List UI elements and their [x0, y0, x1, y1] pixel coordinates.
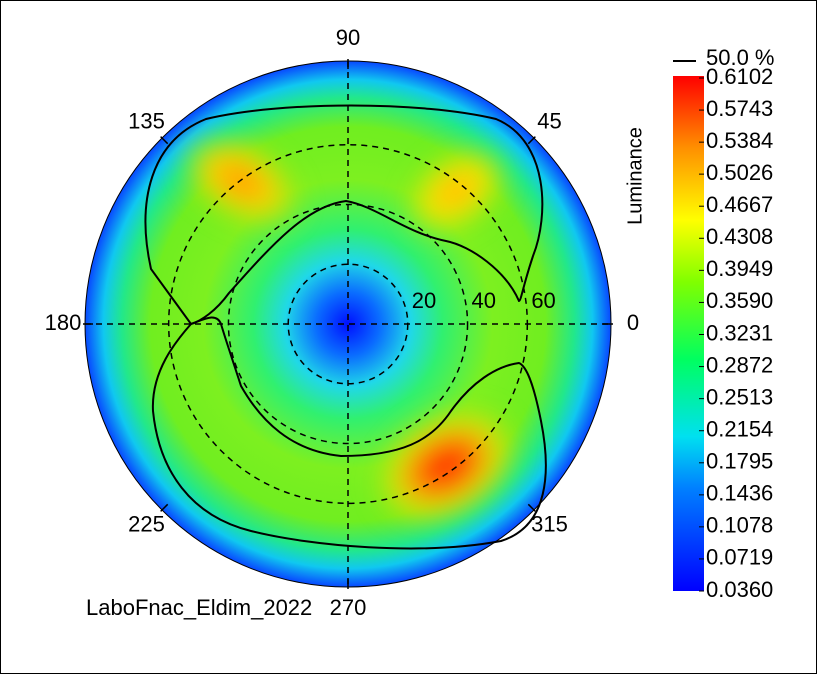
colorbar-tick-label: 0.0360 — [706, 577, 773, 602]
angle-tick-label: 90 — [336, 25, 360, 50]
radial-tick-label: 40 — [472, 288, 496, 313]
colorbar-tick-label: 0.5384 — [706, 128, 773, 153]
radial-grid-circle — [227, 203, 469, 445]
radial-tick-label: 20 — [412, 288, 436, 313]
colorbar-tick-label: 0.1795 — [706, 449, 773, 474]
colorbar-tick-label: 0.4308 — [706, 224, 773, 249]
angle-tick-label: 180 — [45, 310, 82, 335]
angle-tick-label: 315 — [531, 511, 568, 536]
luminance-map — [85, 61, 611, 587]
contour-lines — [144, 104, 547, 550]
plot-border — [84, 60, 612, 588]
colorbar-tick-label: 0.5743 — [706, 96, 773, 121]
polar-grid: 20 40 60 — [83, 59, 613, 589]
angle-tick-label: 45 — [537, 108, 561, 133]
colorbar-label: Luminance — [624, 127, 646, 225]
colorbar-tick-label: 0.4667 — [706, 192, 773, 217]
colorbar-tick-label: 0.3590 — [706, 288, 773, 313]
angle-tick-label: 0 — [627, 310, 639, 335]
contour-legend-label: 50.0 % — [706, 45, 775, 70]
colorbar-tick-label: 0.6102 — [706, 64, 773, 89]
angle-tick-label: 270 — [330, 595, 367, 620]
colorbar-tick-label: 0.3949 — [706, 256, 773, 281]
colorbar-tick-label: 0.2154 — [706, 417, 773, 442]
colorbar-tick-label: 0.3231 — [706, 320, 773, 345]
radial-grid-circle — [167, 143, 529, 505]
footer: LaboFnac_Eldim_2022 — [86, 595, 312, 620]
angle-tick-label: 135 — [128, 108, 165, 133]
colorbar-tick-label: 0.2872 — [706, 352, 773, 377]
colorbar-tick-label: 0.1078 — [706, 513, 773, 538]
colorbar-tick-label: 0.5026 — [706, 160, 773, 185]
colorbar-tick-label: 0.1436 — [706, 481, 773, 506]
radial-grid-circle — [287, 263, 409, 385]
colorbar — [673, 76, 704, 591]
angle-tick-label: 225 — [128, 511, 165, 536]
colorbar-tick-label: 0.2513 — [706, 384, 773, 409]
colorbar-tick-label: 0.0719 — [706, 545, 773, 570]
radial-tick-label: 60 — [531, 288, 555, 313]
